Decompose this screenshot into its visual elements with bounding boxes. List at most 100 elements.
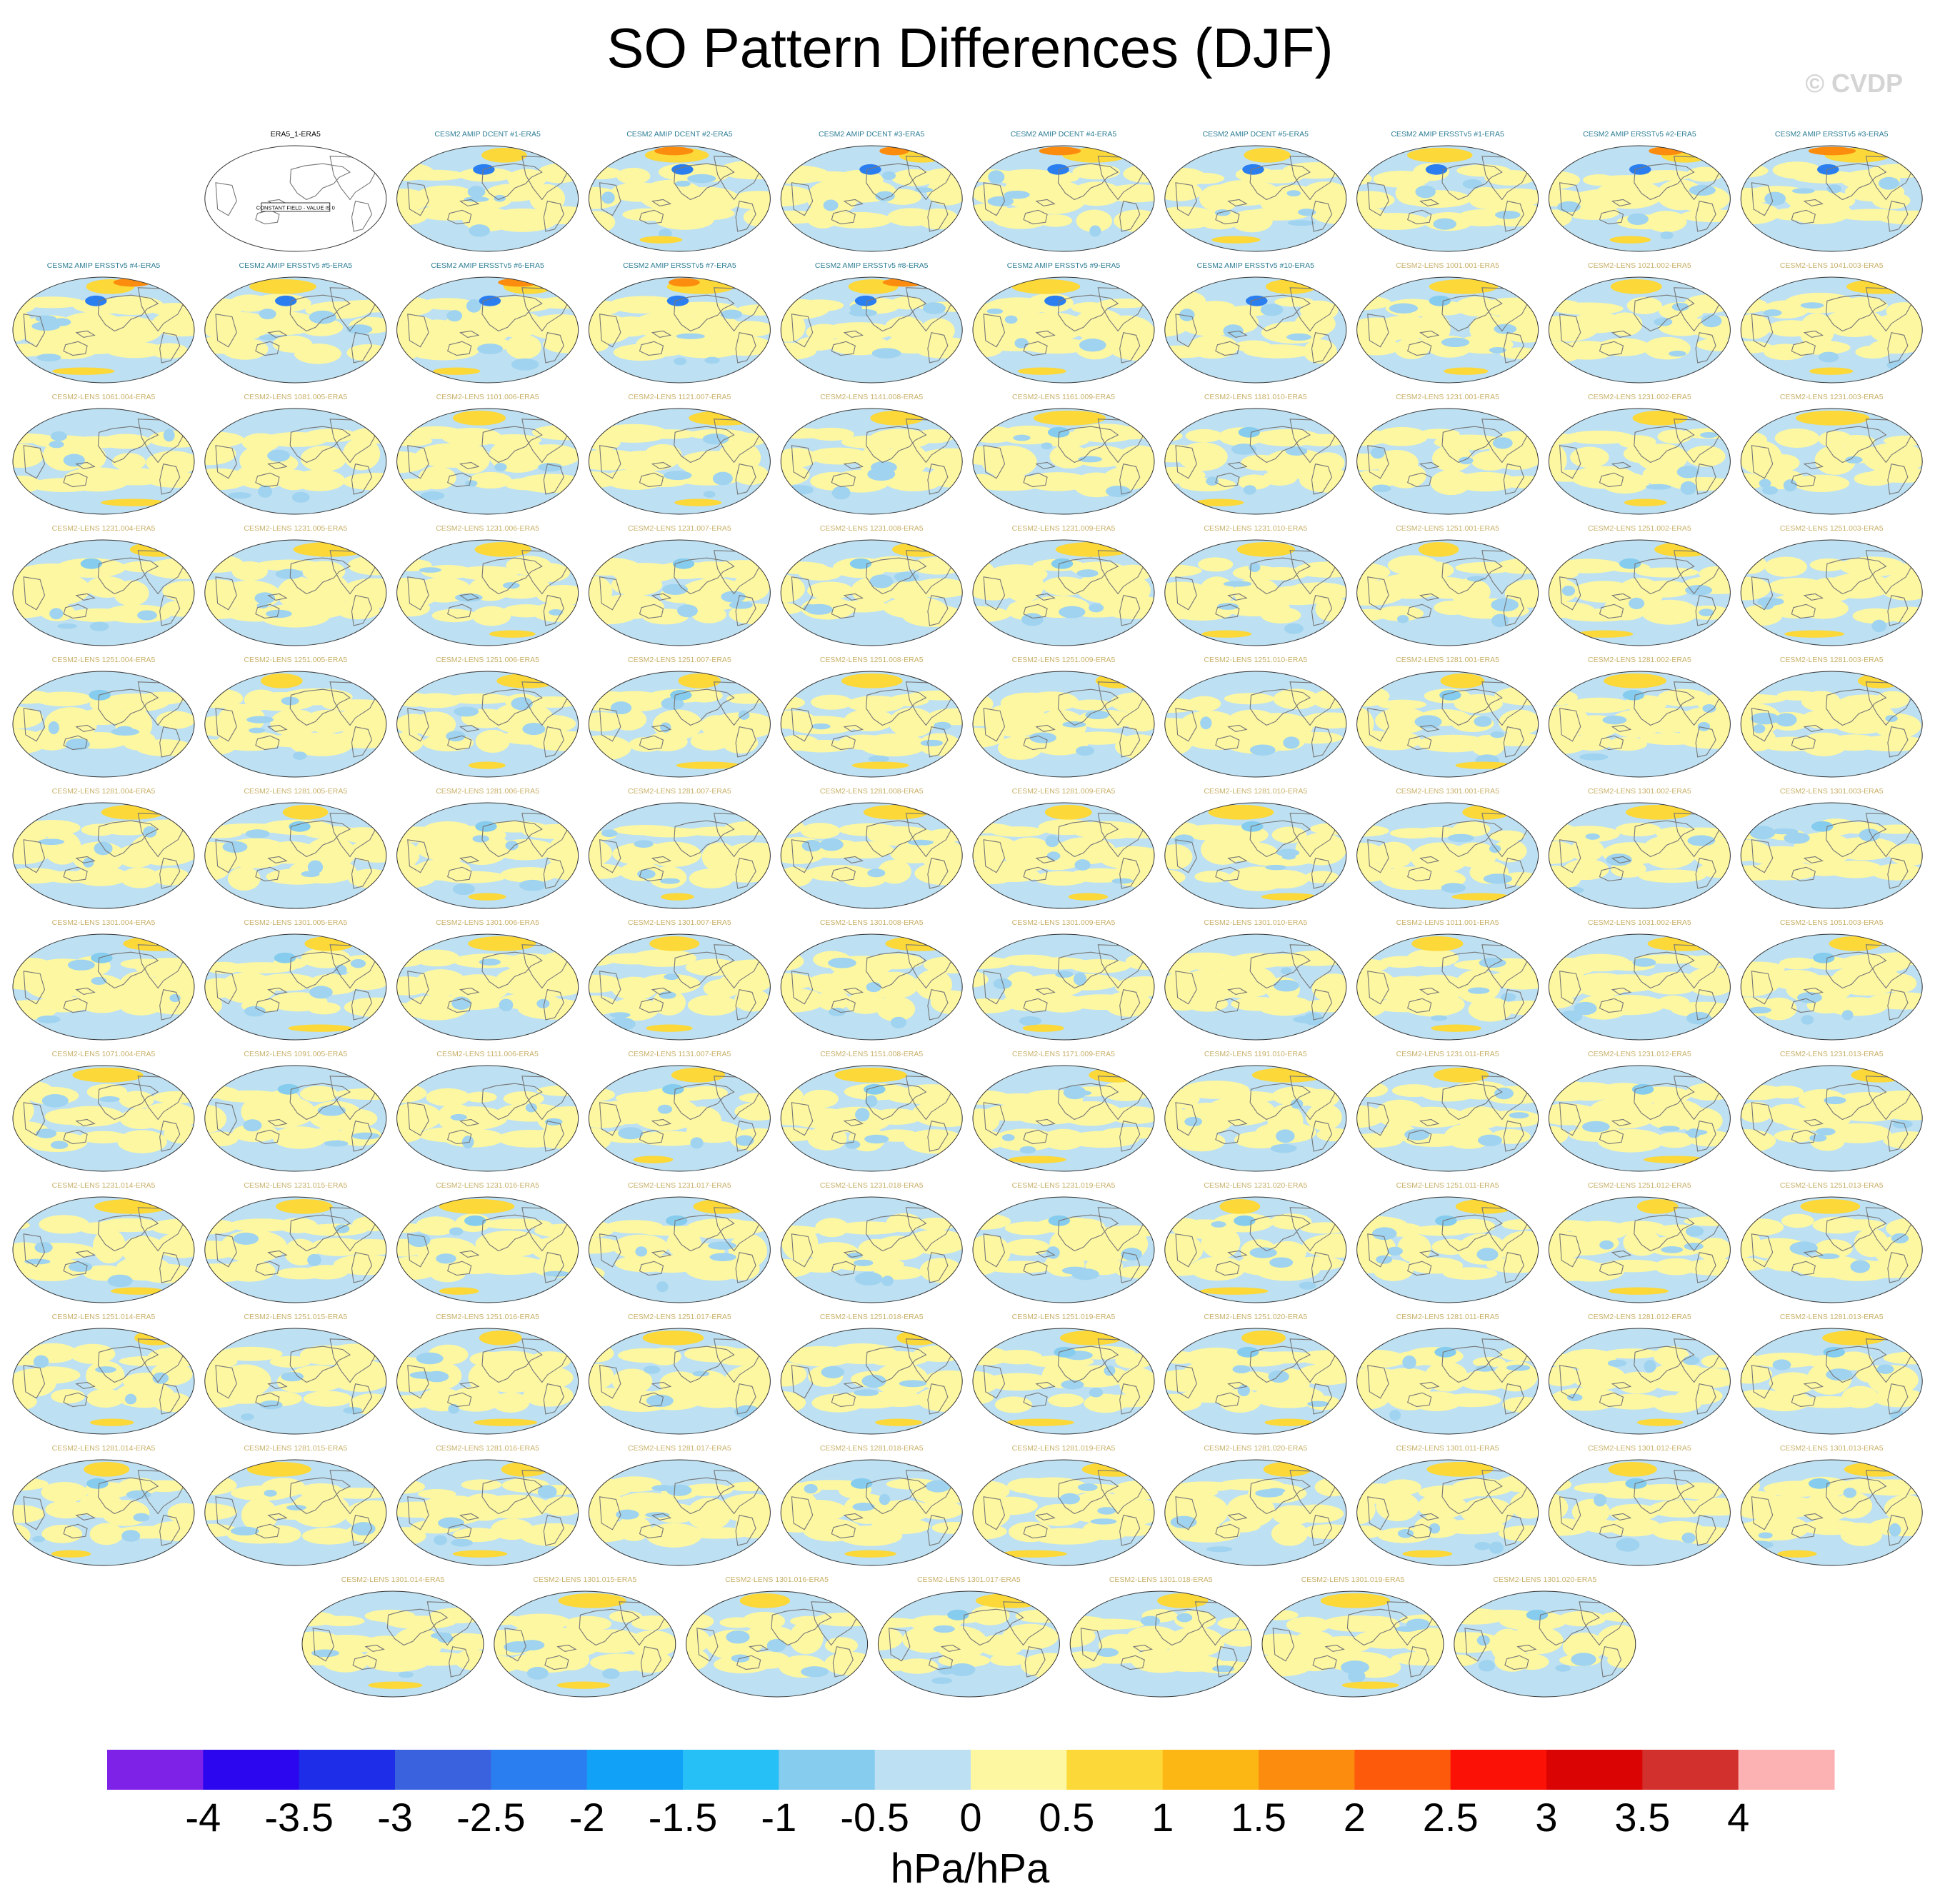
positive-anomaly xyxy=(1549,1387,1621,1411)
positive-anomaly xyxy=(835,1221,904,1235)
negative-anomaly xyxy=(1489,346,1506,354)
coastline xyxy=(748,1644,769,1652)
map-panel: CESM2-LENS 1121.007-ERA5 xyxy=(588,393,771,515)
positive-anomaly xyxy=(500,866,557,883)
coastline xyxy=(543,1383,564,1415)
positive-anomaly xyxy=(1217,1617,1252,1630)
positive-anomaly xyxy=(1798,1088,1846,1110)
negative-anomaly xyxy=(1759,478,1771,488)
map-outline xyxy=(204,276,387,384)
negative-anomaly xyxy=(676,333,705,339)
positive-anomaly xyxy=(743,207,771,227)
negative-anomaly xyxy=(32,1535,45,1543)
negative-anomaly xyxy=(1104,1366,1116,1376)
panel-label: CESM2-LENS 1031.002-ERA5 xyxy=(1588,918,1691,927)
map-panel: CESM2-LENS 1251.006-ERA5 xyxy=(396,656,579,778)
coastline xyxy=(1215,603,1240,619)
positive-anomaly xyxy=(1385,463,1426,488)
coastline xyxy=(599,1102,621,1136)
negative-anomaly xyxy=(317,1105,346,1116)
map-outline xyxy=(780,1328,963,1435)
map-panel: CESM2-LENS 1251.003-ERA5 xyxy=(1740,524,1923,646)
coastline xyxy=(63,866,88,882)
negative-anomaly xyxy=(1430,1015,1448,1021)
coastline xyxy=(1826,163,1887,201)
coastline xyxy=(843,1513,864,1520)
positive-anomaly xyxy=(1686,166,1723,182)
coastline xyxy=(1227,1513,1248,1520)
coastline xyxy=(1419,593,1440,601)
positive-anomaly xyxy=(454,1649,484,1670)
positive-anomaly xyxy=(973,693,994,715)
southern-anomaly xyxy=(1200,1287,1269,1295)
map-outline xyxy=(1548,933,1731,1041)
coastline xyxy=(351,1383,373,1415)
panel-label: CESM2-LENS 1231.020-ERA5 xyxy=(1204,1181,1307,1190)
coastline xyxy=(159,1252,181,1283)
negative-anomaly xyxy=(1561,586,1576,596)
southern-anomaly xyxy=(439,1287,479,1295)
southern-anomaly xyxy=(101,498,166,506)
map-panel: CESM2-LENS 1281.011-ERA5 xyxy=(1356,1313,1539,1435)
negative-anomaly xyxy=(1260,304,1284,316)
negative-anomaly xyxy=(267,449,290,462)
coastline xyxy=(407,1496,429,1530)
negative-anomaly xyxy=(1286,333,1311,341)
colorbar-tick-label: 2 xyxy=(1344,1795,1366,1840)
coastline xyxy=(831,341,856,356)
positive-anomaly xyxy=(811,694,853,710)
positive-anomaly xyxy=(686,1628,711,1653)
positive-anomaly xyxy=(332,299,386,313)
panel-label: CESM2-LENS 1251.011-ERA5 xyxy=(1396,1181,1499,1190)
positive-anomaly xyxy=(140,1102,194,1131)
positive-anomaly xyxy=(1636,567,1699,578)
positive-anomaly xyxy=(875,1500,932,1522)
coastline xyxy=(1751,445,1774,479)
negative-anomaly xyxy=(1176,1613,1193,1623)
southern-anomaly xyxy=(1211,236,1261,244)
coastline xyxy=(1599,735,1624,751)
positive-anomaly xyxy=(1109,338,1154,361)
negative-anomaly xyxy=(1232,1365,1251,1373)
negative-anomaly xyxy=(469,224,490,237)
negative-anomaly xyxy=(1676,466,1699,478)
positive-anomaly xyxy=(719,160,771,180)
panel-label: CESM2-LENS 1281.011-ERA5 xyxy=(1396,1313,1499,1321)
colorbar-swatch xyxy=(779,1750,876,1790)
arctic-anomaly xyxy=(474,541,531,557)
positive-anomaly xyxy=(1871,863,1923,881)
positive-anomaly xyxy=(1164,309,1191,337)
panel-label: CESM2-LENS 1121.007-ERA5 xyxy=(628,393,731,401)
negative-anomaly xyxy=(855,1108,870,1122)
coastline xyxy=(97,557,159,595)
positive-anomaly xyxy=(1071,301,1108,314)
coastline xyxy=(1695,201,1716,232)
negative-anomaly xyxy=(1699,608,1714,616)
north-pacific-anomaly xyxy=(947,1609,969,1620)
coastline xyxy=(1751,971,1774,1005)
positive-anomaly xyxy=(589,166,622,180)
positive-anomaly xyxy=(1498,1525,1539,1542)
positive-anomaly xyxy=(348,868,386,888)
positive-anomaly xyxy=(994,1396,1033,1413)
colorbar-swatch xyxy=(683,1750,779,1790)
coastline xyxy=(983,1233,1006,1268)
arctic-anomaly xyxy=(1610,279,1662,294)
north-pacific-anomaly xyxy=(1439,689,1461,701)
coastline xyxy=(1175,576,1197,611)
positive-anomaly xyxy=(1549,993,1575,1009)
southern-anomaly xyxy=(1341,1681,1399,1689)
negative-anomaly xyxy=(988,170,1005,184)
negative-anomaly xyxy=(1013,434,1031,441)
coastline xyxy=(1634,1346,1695,1383)
coastline xyxy=(1695,332,1716,364)
negative-anomaly xyxy=(494,194,506,202)
coastline xyxy=(831,1392,856,1408)
positive-anomaly xyxy=(411,693,461,708)
positive-anomaly xyxy=(1299,468,1346,493)
coastline xyxy=(927,1383,949,1415)
coastline xyxy=(1599,1523,1624,1539)
coastline xyxy=(1057,1477,1119,1515)
coastline xyxy=(63,1523,88,1539)
coastline xyxy=(831,998,856,1013)
